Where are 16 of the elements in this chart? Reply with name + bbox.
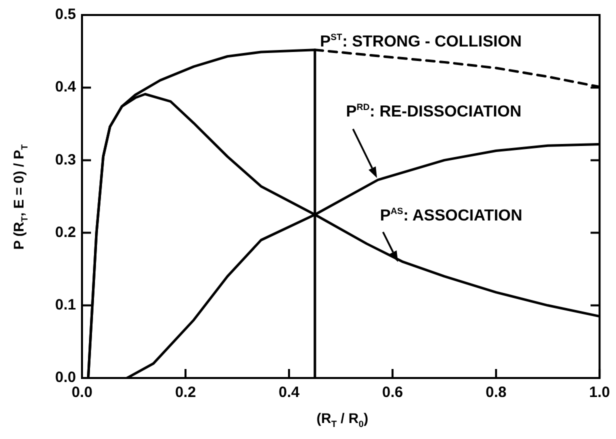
- y-tick-label: 0.1: [55, 296, 76, 314]
- series-label: P$^{RD}$: RE-DISSOCIATION: [346, 102, 522, 122]
- y-tick-label: 0.0: [55, 369, 76, 386]
- y-tick-label: 0.3: [55, 151, 76, 168]
- series-label: P$^{AS}$: ASSOCIATION: [380, 206, 522, 226]
- x-axis-title: (R$_{T}$ / R$_{0}$): [316, 410, 368, 429]
- x-tick-label: 1.0: [589, 384, 610, 402]
- y-tick-label: 0.5: [55, 6, 76, 24]
- x-tick-label: 0.6: [382, 384, 403, 402]
- y-tick-label: 0.2: [55, 224, 76, 241]
- x-tick-label: 0.4: [278, 384, 300, 402]
- y-tick-label: 0.4: [55, 78, 77, 96]
- x-tick-label: 0.8: [486, 384, 506, 402]
- series-label: P$^{ST}$: STRONG - COLLISION: [320, 32, 522, 52]
- x-tick-label: 0.0: [72, 384, 92, 402]
- x-tick-label: 0.2: [175, 384, 196, 402]
